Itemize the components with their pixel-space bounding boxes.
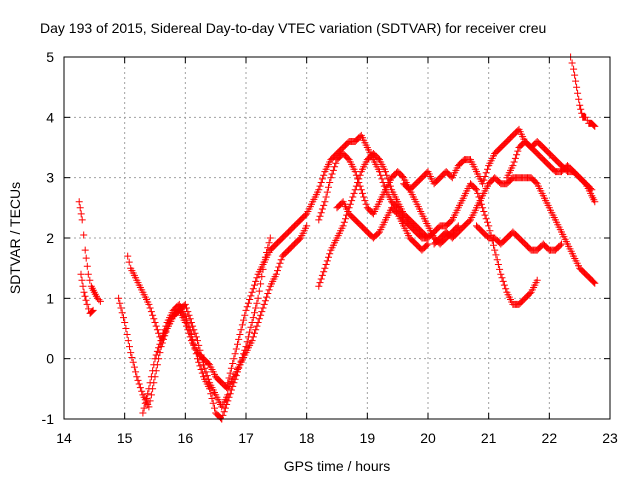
series-track-j (333, 198, 432, 254)
y-tick-label: -1 (42, 411, 55, 427)
x-tick-label: 20 (420, 430, 436, 446)
data-point-markers (333, 198, 432, 254)
x-tick-label: 23 (602, 430, 618, 446)
series-track-l (424, 180, 541, 308)
x-tick-label: 22 (542, 430, 558, 446)
series-track-e (139, 300, 226, 423)
data-point-markers (75, 198, 104, 305)
plot-frame (63, 56, 611, 420)
data-marks (75, 53, 599, 423)
series-track-m (430, 174, 599, 287)
series-track-a (75, 198, 104, 305)
y-tick-label: 3 (46, 170, 54, 186)
series-track-h (315, 150, 462, 248)
series-track-o (503, 138, 599, 206)
y-tick-label: 5 (46, 49, 54, 65)
x-tick-label: 17 (238, 430, 254, 446)
series-track-i (315, 150, 432, 290)
data-point-markers (224, 131, 432, 387)
y-tick-label: 4 (46, 109, 54, 125)
data-point-markers (77, 270, 97, 317)
y-tick-label: 0 (46, 351, 54, 367)
data-point-markers (424, 180, 541, 308)
data-point-markers (139, 300, 226, 423)
x-tick-label: 14 (56, 430, 72, 446)
series-track-n (473, 222, 565, 254)
y-tick-label: 1 (46, 290, 54, 306)
series-track-g (224, 131, 432, 387)
series-track-b (77, 270, 97, 317)
data-point-markers (473, 222, 565, 254)
y-axis-label: SDTVAR / TECUs (7, 182, 23, 294)
data-point-markers (503, 138, 599, 206)
x-tick-label: 19 (360, 430, 376, 446)
y-tick-label: 2 (46, 230, 54, 246)
x-tick-label: 16 (178, 430, 194, 446)
data-point-markers (315, 150, 432, 290)
x-tick-label: 15 (117, 430, 133, 446)
data-point-markers (315, 150, 462, 248)
chart-title: Day 193 of 2015, Sidereal Day-to-day VTE… (40, 20, 546, 36)
x-tick-label: 21 (481, 430, 497, 446)
x-axis-label: GPS time / hours (284, 458, 391, 474)
data-point-markers (430, 174, 599, 287)
x-tick-label: 18 (299, 430, 315, 446)
